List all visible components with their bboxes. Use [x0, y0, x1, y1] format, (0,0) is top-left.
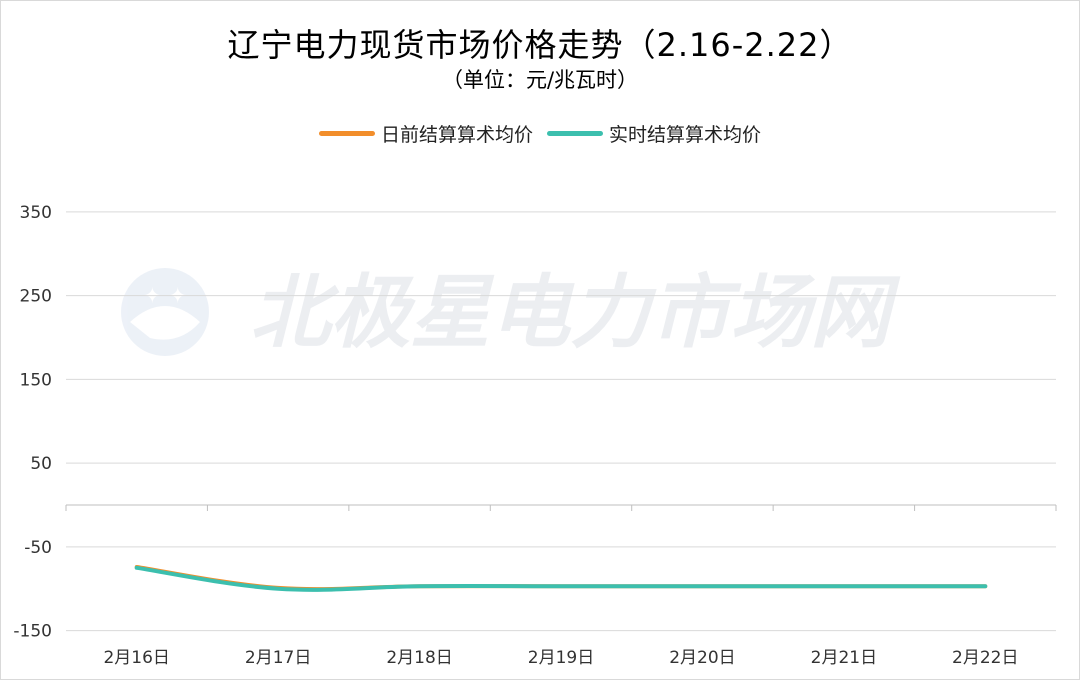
grid-lines — [66, 211, 1056, 632]
x-tick-label: 2月22日 — [952, 648, 1018, 668]
watermark-text: 北极星电力市场网 — [250, 266, 901, 359]
legend-swatch-day-ahead — [318, 131, 375, 136]
chart-legend: 日前结算算术均价 实时结算算术均价 — [0, 120, 1080, 147]
y-axis-ticks: 350 250 150 50 -50 -150 — [13, 203, 52, 642]
y-tick-label: 350 — [20, 203, 52, 223]
x-axis: 2月16日 2月17日 2月18日 2月19日 2月20日 2月21日 2月22日 — [65, 504, 1057, 668]
x-tick-label: 2月21日 — [811, 648, 877, 668]
legend-label-real-time: 实时结算算术均价 — [609, 124, 762, 146]
x-tick-label: 2月18日 — [386, 648, 452, 668]
watermark: ✦ ✦ 北极星电力市场网 — [121, 266, 901, 359]
y-tick-label: 50 — [30, 454, 52, 474]
watermark-logo-icon: ✦ ✦ — [121, 268, 209, 356]
legend-item-day-ahead: 日前结算算术均价 — [318, 120, 533, 147]
y-tick-label: -50 — [24, 538, 52, 558]
chart-title: 辽宁电力现货市场价格走势（2.16-2.22） — [227, 26, 853, 64]
legend-item-real-time: 实时结算算术均价 — [547, 120, 761, 147]
x-tick-label: 2月17日 — [245, 648, 311, 668]
y-tick-label: 250 — [20, 287, 52, 307]
chart-subtitle: （单位：元/兆瓦时） — [441, 68, 639, 92]
legend-swatch-real-time — [547, 131, 603, 136]
series-lines — [134, 564, 988, 592]
y-tick-label: 150 — [20, 370, 52, 390]
x-tick-label: 2月16日 — [103, 648, 169, 668]
series-line-real-time — [134, 565, 988, 592]
x-tick-label: 2月19日 — [528, 648, 594, 668]
y-tick-label: -150 — [13, 622, 52, 642]
x-tick-label: 2月20日 — [669, 648, 735, 668]
legend-label-day-ahead: 日前结算算术均价 — [380, 124, 533, 146]
svg-text:✦ ✦: ✦ ✦ — [143, 284, 187, 309]
